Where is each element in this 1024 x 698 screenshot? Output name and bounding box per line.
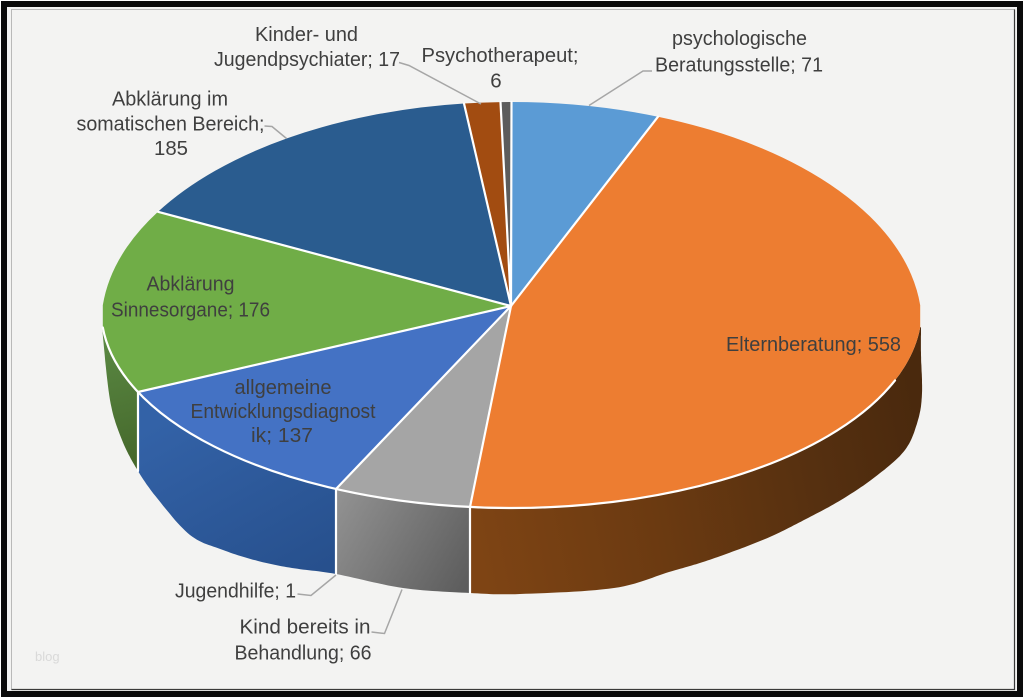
svg-text:Behandlung; 66: Behandlung; 66 xyxy=(235,642,372,665)
svg-text:6: 6 xyxy=(490,70,501,93)
svg-text:Sinnesorgane; 176: Sinnesorgane; 176 xyxy=(111,299,270,322)
svg-text:Psychotherapeut;: Psychotherapeut; xyxy=(422,44,579,67)
svg-text:Kinder- und: Kinder- und xyxy=(255,23,358,46)
svg-text:ik; 137: ik; 137 xyxy=(251,424,313,447)
svg-text:Elternberatung; 558: Elternberatung; 558 xyxy=(726,333,901,356)
svg-text:psychologische: psychologische xyxy=(672,27,807,50)
svg-text:blog: blog xyxy=(35,649,60,664)
svg-text:allgemeine: allgemeine xyxy=(235,376,332,399)
svg-text:Beratungsstelle; 71: Beratungsstelle; 71 xyxy=(655,54,823,77)
svg-text:Kind bereits in: Kind bereits in xyxy=(240,616,371,639)
svg-text:Jugendhilfe; 1: Jugendhilfe; 1 xyxy=(175,580,296,603)
svg-text:Abklärung im: Abklärung im xyxy=(112,88,228,111)
svg-text:Abklärung: Abklärung xyxy=(147,273,235,296)
svg-text:Entwicklungsdiagnost: Entwicklungsdiagnost xyxy=(191,400,376,423)
svg-text:somatischen Bereich;: somatischen Bereich; xyxy=(77,113,265,136)
svg-text:185: 185 xyxy=(154,137,188,160)
svg-text:Jugendpsychiater; 17: Jugendpsychiater; 17 xyxy=(214,48,400,71)
